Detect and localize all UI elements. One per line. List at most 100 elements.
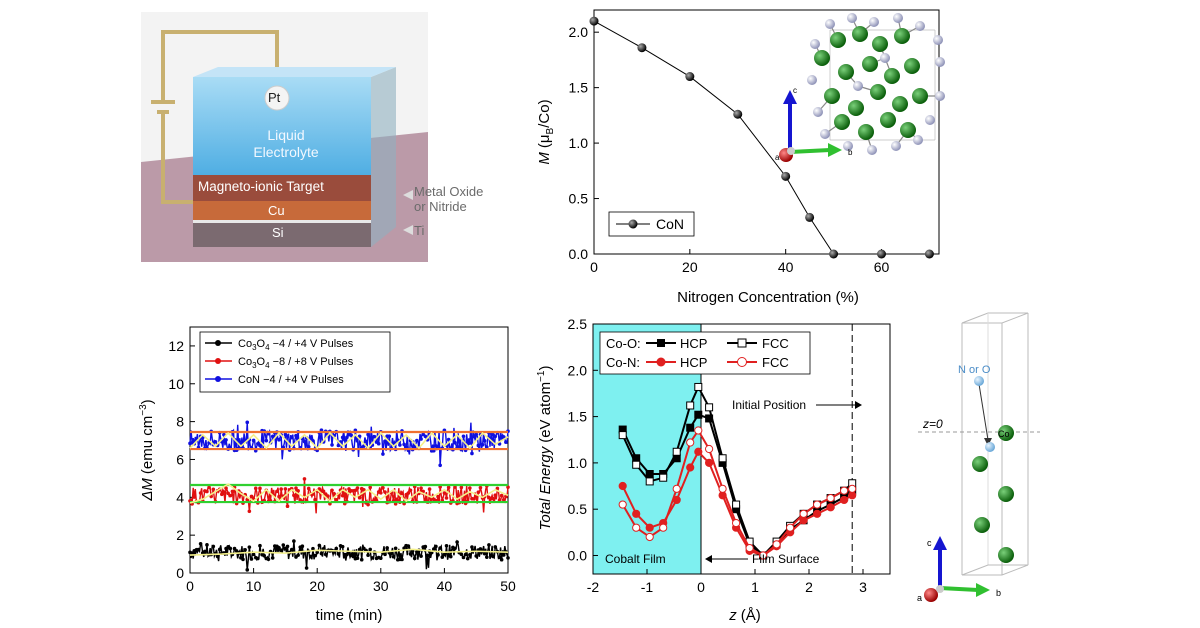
- y-tick-label: 12: [168, 338, 184, 354]
- con-data-point: [805, 212, 815, 222]
- pulse-data-point: [493, 545, 498, 549]
- pulse-data-point: [279, 548, 283, 552]
- pulse-data-point: [264, 438, 269, 443]
- pulse-data-point: [427, 487, 432, 491]
- pulse-data-point: [306, 486, 311, 491]
- pulse-data-point: [309, 554, 313, 559]
- migration-arrow: [978, 383, 989, 441]
- x-tick-label: 2: [805, 579, 813, 595]
- left-xlabel: time (min): [316, 607, 383, 624]
- nitrogen-atom: [867, 145, 877, 155]
- x-tick-label: 40: [778, 259, 794, 275]
- pulse-data-point: [283, 487, 288, 491]
- pulse-data-point: [487, 543, 491, 547]
- pulse-data-point: [207, 485, 211, 490]
- left-ylabel-exp: −3: [138, 404, 149, 416]
- pulse-data-point: [355, 486, 360, 490]
- oxide-label: Metal Oxide or Nitride: [414, 184, 484, 214]
- pulse-data-point: [366, 553, 370, 558]
- pulse-data-point: [485, 555, 489, 559]
- left-legend-box: [199, 331, 391, 393]
- cobalt-atom: [858, 124, 874, 140]
- nitrogen-atom: [893, 13, 903, 23]
- pulse-data-point: [249, 557, 254, 561]
- energy-data-point: [772, 540, 781, 549]
- pulse-data-point: [423, 544, 428, 549]
- pulse-data-point: [247, 545, 252, 549]
- pulse-data-point: [455, 540, 459, 544]
- x-tick-label: 20: [682, 259, 698, 275]
- pulse-data-point: [251, 552, 256, 557]
- pulse-data-point: [499, 493, 504, 498]
- x-tick-label: 50: [500, 578, 516, 594]
- pulse-data-point: [300, 544, 305, 549]
- energy-data-point: [848, 484, 857, 493]
- pulse-data-point: [419, 437, 423, 441]
- smoothed-line: [189, 548, 509, 556]
- cobalt-atom: [892, 96, 908, 112]
- smoothed-line: [189, 483, 509, 504]
- pulse-data-point: [330, 443, 334, 447]
- cell-b-axis-arrow: [939, 586, 979, 592]
- top-ylabel-symbol: M: [536, 152, 553, 165]
- pulse-data-point: [247, 509, 252, 514]
- pulse-data-point: [425, 553, 430, 558]
- pulse-data-point: [198, 541, 203, 546]
- pulse-data-point: [480, 442, 485, 447]
- nitrogen-atom: [880, 53, 890, 63]
- pulse-data-point: [459, 485, 464, 490]
- pulse-data-point: [470, 545, 474, 549]
- energy-data-point: [645, 470, 654, 478]
- y-tick-label: 2.0: [569, 24, 589, 40]
- cobalt-atom: [884, 68, 900, 84]
- pulse-data-point: [491, 554, 495, 559]
- pulse-data-point: [398, 443, 402, 447]
- pulse-data-point: [482, 551, 487, 556]
- target-layer: [193, 175, 371, 201]
- con-data-point: [733, 109, 743, 119]
- nitrogen-atom: [935, 57, 945, 67]
- pulse-data-point: [245, 497, 250, 502]
- energy-data-point: [786, 523, 795, 532]
- pulse-data-point: [302, 439, 307, 444]
- pulse-data-point: [366, 432, 370, 437]
- pulse-data-point: [482, 439, 487, 443]
- cobalt-atom: [904, 58, 920, 74]
- right-xlabel-symbol: z: [728, 607, 737, 624]
- cobalt-atom: [880, 112, 896, 128]
- energy-data-point: [694, 447, 703, 456]
- pulse-data-point: [228, 546, 233, 551]
- pulse-data-point: [501, 497, 506, 502]
- left-legend-marker: [215, 376, 221, 382]
- x-tick-label: 10: [246, 578, 262, 594]
- pulse-data-point: [275, 489, 279, 494]
- pulse-data-point: [370, 556, 375, 560]
- cobalt-atom: [834, 114, 850, 130]
- legend-coo-fcc-marker: [737, 338, 747, 348]
- pulse-data-point: [226, 491, 230, 496]
- pulse-data-point: [506, 556, 510, 560]
- right-ylabel-symbol: Total Energy: [537, 445, 554, 530]
- pulse-data-point: [453, 440, 457, 445]
- cobalt-atom: [894, 28, 910, 44]
- x-tick-label: 1: [751, 579, 759, 595]
- top-legend-label: CoN: [656, 216, 684, 232]
- co-atom-5: [998, 547, 1014, 563]
- pulse-data-point: [285, 434, 290, 438]
- origin-ball: [787, 147, 795, 155]
- y-tick-label: 1.0: [568, 455, 588, 471]
- y-tick-label: 2: [176, 527, 184, 543]
- pulse-data-point: [364, 439, 368, 444]
- pt-electrode: [264, 85, 290, 111]
- adsorbate-atom-surface: [985, 442, 995, 452]
- cell-a-axis-ball: [924, 588, 938, 602]
- pulse-data-point: [256, 556, 260, 561]
- pulse-data-point: [501, 435, 506, 439]
- right-xlabel-unit: (Å): [741, 607, 761, 624]
- legend-con-fcc-label: FCC: [762, 355, 789, 370]
- pulse-data-point: [192, 495, 197, 499]
- pulse-data-point: [315, 550, 320, 555]
- left-ylabel-unit: (emu cm: [139, 416, 156, 474]
- cobalt-atom: [912, 88, 928, 104]
